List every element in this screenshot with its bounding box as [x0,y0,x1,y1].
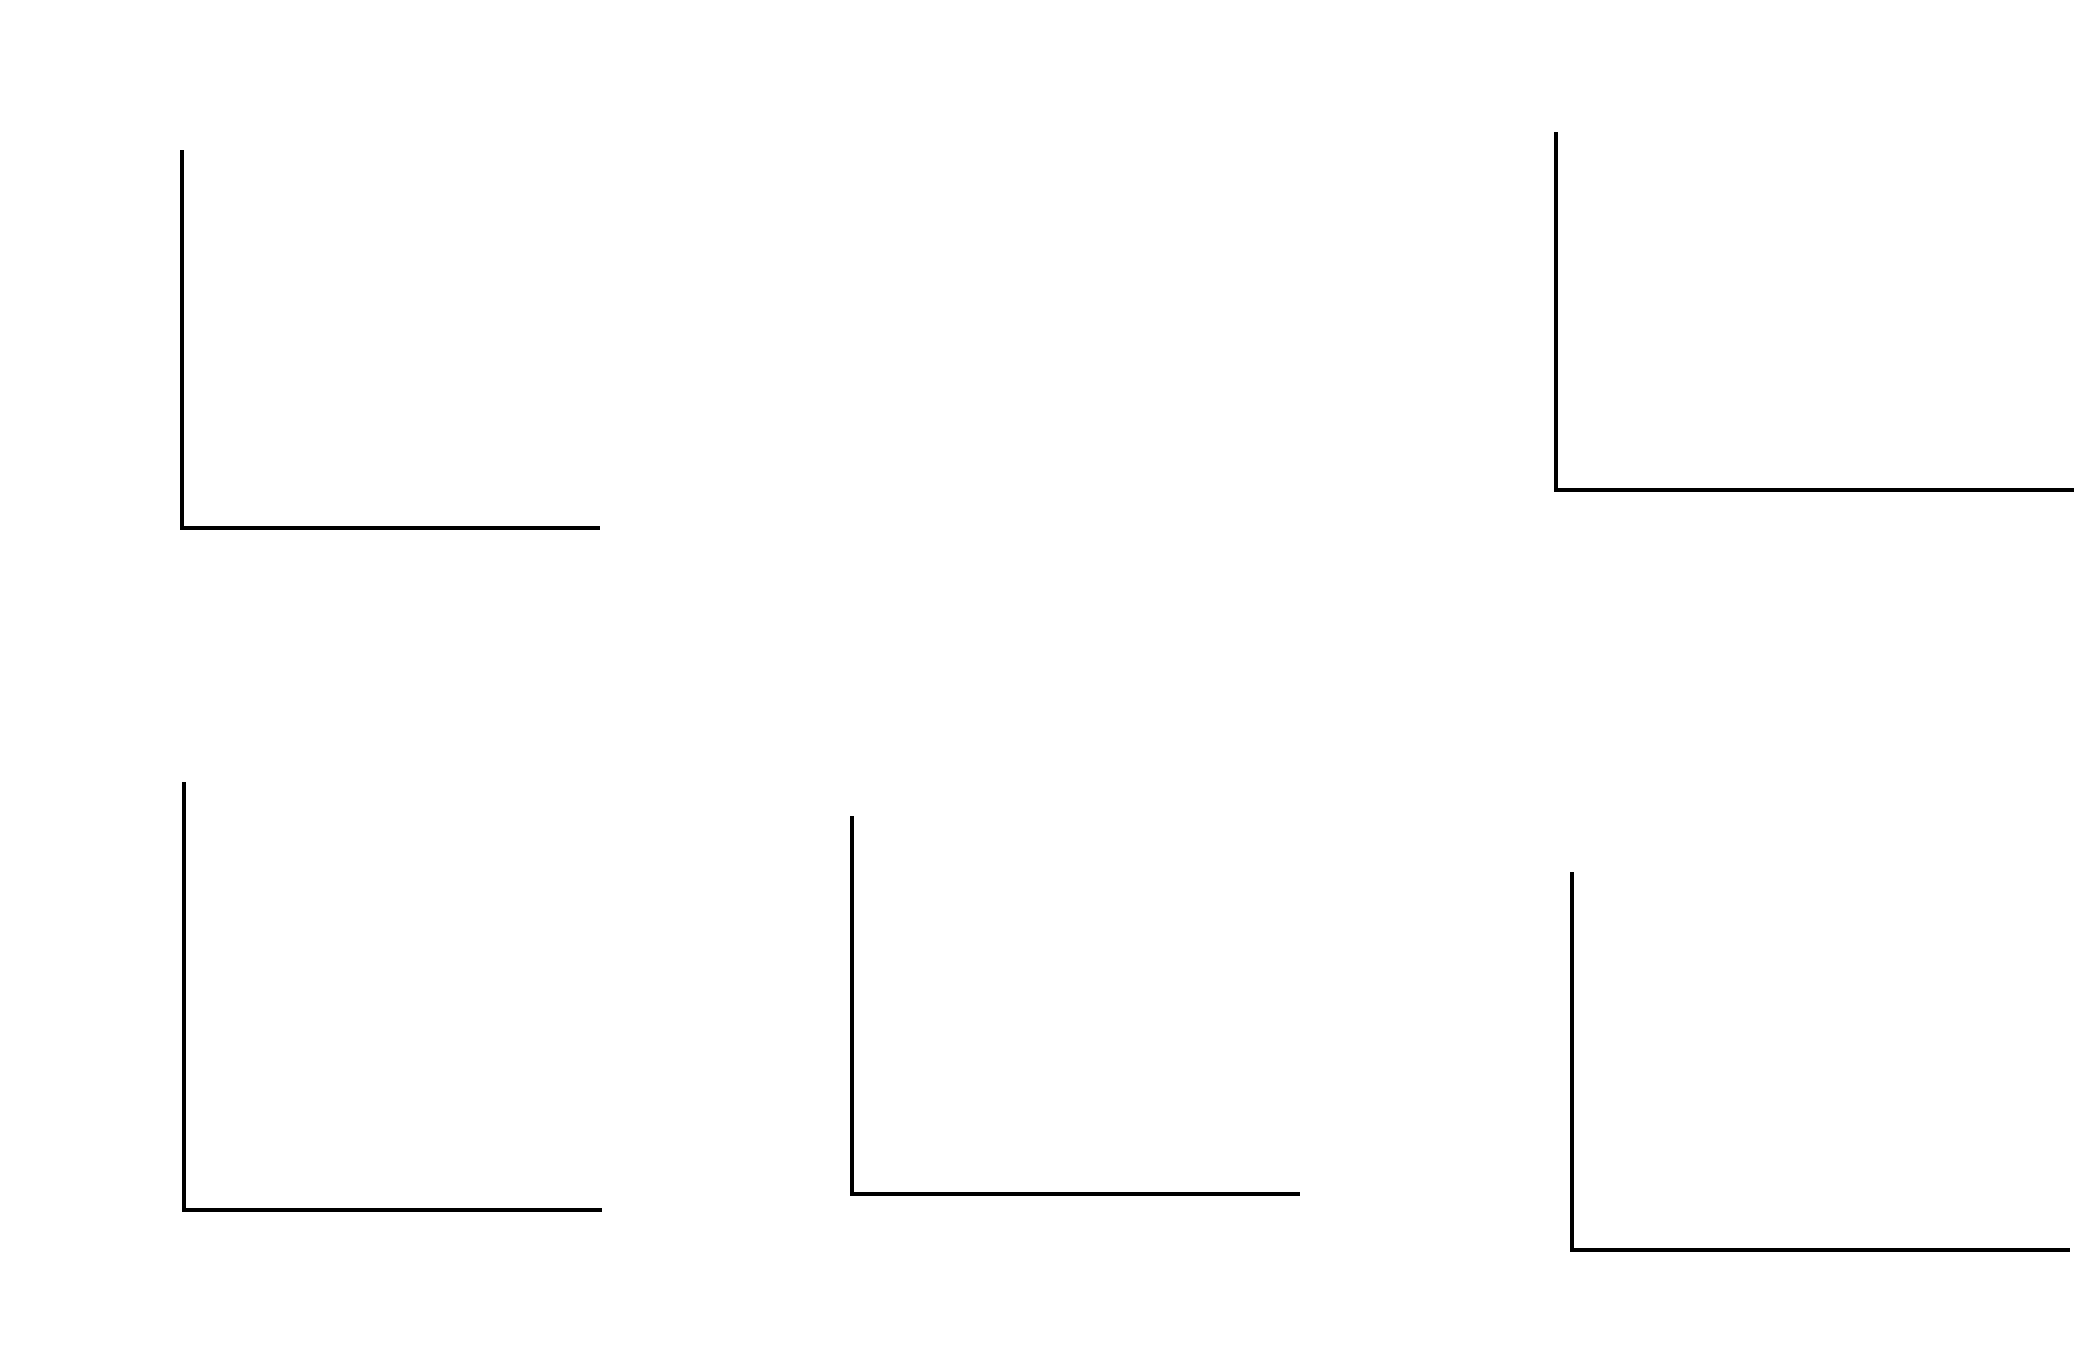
panel-B [680,20,1380,650]
D-chart [110,706,630,1306]
A-plot-area [180,150,600,530]
C-plot-area [1554,132,2074,492]
C-svg [1558,132,2078,492]
F-chart [1490,666,2100,1306]
D-plot-area [182,782,602,1212]
E-plot-area [850,816,1300,1196]
F-plot-area [1570,872,2070,1252]
panel-F [1400,660,2100,1340]
panel-D [20,660,660,1340]
panel-E [680,660,1380,1340]
B-gel-area [780,100,1340,620]
A-chart [120,110,620,590]
panel-A [20,20,660,650]
C-chart [1490,56,2090,616]
E-chart [770,706,1330,1306]
panel-C [1400,20,2100,650]
